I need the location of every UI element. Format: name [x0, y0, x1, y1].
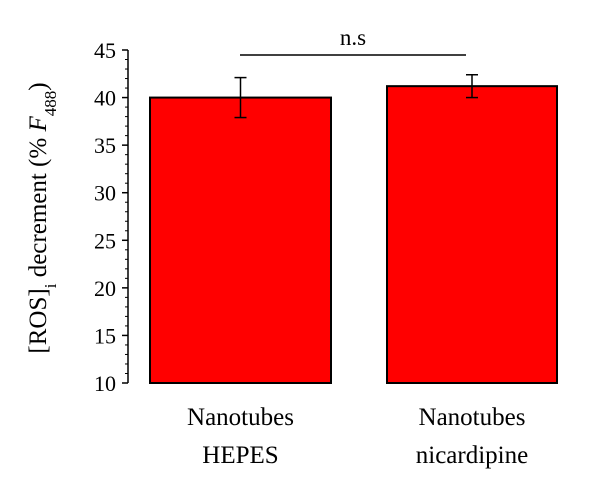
y-tick-label: 25 — [94, 228, 116, 253]
y-tick-label: 15 — [94, 323, 116, 348]
category-label-line1: Nanotubes — [419, 404, 526, 431]
y-axis-label-var: F — [25, 116, 52, 133]
y-axis-label-prefix: [ROS] — [25, 288, 52, 353]
y-tick-label: 20 — [94, 276, 116, 301]
y-tick-label: 40 — [94, 86, 116, 111]
y-axis-label-var-sub: 488 — [41, 91, 60, 117]
y-tick-label: 10 — [94, 371, 116, 396]
significance-label: n.s — [340, 25, 366, 50]
y-tick-label: 30 — [94, 181, 116, 206]
category-label-line1: Nanotubes — [187, 404, 294, 431]
y-axis-label-suffix: ) — [25, 82, 52, 90]
bar — [386, 85, 558, 384]
bar — [149, 96, 332, 384]
y-axis-ticks: 10 15 20 25 30 35 40 45 — [94, 38, 128, 396]
y-tick-label: 45 — [94, 38, 116, 63]
error-bars — [234, 73, 478, 119]
y-axis-label-prefix-sub: i — [41, 283, 60, 288]
bars — [149, 85, 558, 384]
category-label-line2: HEPES — [202, 442, 278, 469]
y-tick-label: 35 — [94, 133, 116, 158]
y-axis-label: [ROS]i decrement (% F488) — [25, 82, 60, 353]
category-label-line2: nicardipine — [416, 442, 528, 469]
y-axis-label-middle: decrement (% — [25, 132, 52, 284]
x-axis-categories: Nanotubes HEPES Nanotubes nicardipine — [187, 404, 528, 469]
